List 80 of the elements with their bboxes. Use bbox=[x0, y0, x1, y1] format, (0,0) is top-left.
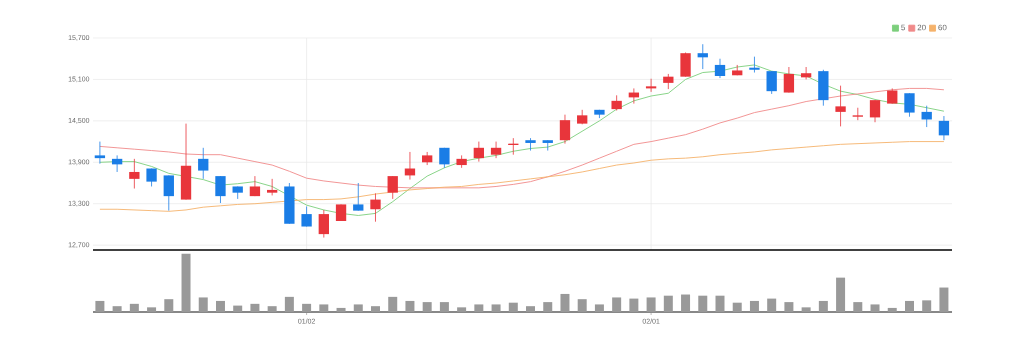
bar bbox=[233, 305, 243, 312]
candlestick bbox=[680, 52, 691, 78]
candlestick bbox=[542, 139, 553, 151]
bar bbox=[646, 297, 656, 312]
bar bbox=[767, 298, 777, 312]
bar bbox=[181, 253, 191, 312]
bar bbox=[215, 300, 225, 312]
candlestick bbox=[645, 78, 657, 93]
bar bbox=[801, 307, 811, 312]
bar bbox=[371, 306, 380, 312]
bar bbox=[405, 300, 415, 312]
bar bbox=[887, 307, 897, 312]
candlestick bbox=[766, 70, 777, 95]
bar bbox=[594, 304, 604, 312]
bar bbox=[474, 304, 484, 312]
bar bbox=[457, 307, 467, 312]
candlestick bbox=[301, 206, 312, 227]
bar bbox=[491, 304, 501, 312]
candlestick bbox=[783, 66, 795, 93]
bar bbox=[388, 296, 398, 312]
bar bbox=[336, 307, 346, 312]
bar bbox=[95, 300, 105, 312]
bar bbox=[853, 302, 863, 312]
candlestick bbox=[714, 58, 726, 79]
candlestick bbox=[921, 105, 932, 128]
bar bbox=[353, 304, 363, 312]
bar bbox=[749, 300, 759, 312]
bar bbox=[543, 302, 553, 312]
bar bbox=[284, 296, 294, 312]
candlestick bbox=[198, 147, 209, 180]
bar bbox=[422, 302, 432, 312]
bar bbox=[939, 287, 949, 312]
bar bbox=[818, 300, 828, 312]
candlestick bbox=[94, 141, 106, 165]
bar bbox=[612, 297, 622, 312]
candlestick bbox=[904, 92, 915, 118]
candlestick bbox=[266, 178, 278, 196]
bar bbox=[112, 306, 122, 312]
bar bbox=[732, 302, 742, 312]
bar bbox=[164, 299, 174, 312]
bar bbox=[698, 295, 708, 312]
bar bbox=[526, 306, 536, 312]
candlestick bbox=[370, 192, 381, 223]
bar bbox=[629, 298, 639, 312]
bar bbox=[715, 295, 725, 312]
bar bbox=[147, 307, 157, 312]
bar bbox=[129, 303, 139, 312]
bar bbox=[577, 299, 587, 312]
bar bbox=[681, 294, 691, 312]
bar bbox=[302, 303, 312, 312]
bar bbox=[560, 293, 570, 312]
candlestick bbox=[163, 175, 174, 212]
candlestick bbox=[559, 114, 571, 145]
candlestick bbox=[490, 141, 502, 159]
bar bbox=[508, 302, 518, 312]
candlestick bbox=[869, 99, 881, 123]
candlestick bbox=[318, 209, 329, 238]
candlestick bbox=[852, 107, 863, 121]
candlestick bbox=[525, 137, 536, 151]
bar bbox=[922, 300, 932, 312]
candlestick bbox=[835, 85, 846, 127]
candlestick bbox=[353, 182, 364, 212]
bar bbox=[784, 302, 794, 312]
candlestick bbox=[129, 158, 140, 189]
bar bbox=[319, 304, 329, 312]
bar bbox=[439, 302, 449, 312]
candlestick bbox=[749, 56, 760, 73]
bar bbox=[198, 297, 208, 312]
candlestick bbox=[387, 175, 398, 200]
bar bbox=[870, 304, 880, 312]
candlestick bbox=[938, 115, 950, 141]
candlestick bbox=[473, 141, 485, 163]
bar bbox=[904, 300, 914, 312]
bar bbox=[836, 277, 846, 312]
bar bbox=[663, 295, 673, 312]
candlestick bbox=[215, 175, 226, 204]
bar bbox=[267, 306, 277, 312]
bar bbox=[250, 303, 260, 312]
candlestick bbox=[800, 66, 812, 80]
candlestick bbox=[697, 43, 708, 70]
